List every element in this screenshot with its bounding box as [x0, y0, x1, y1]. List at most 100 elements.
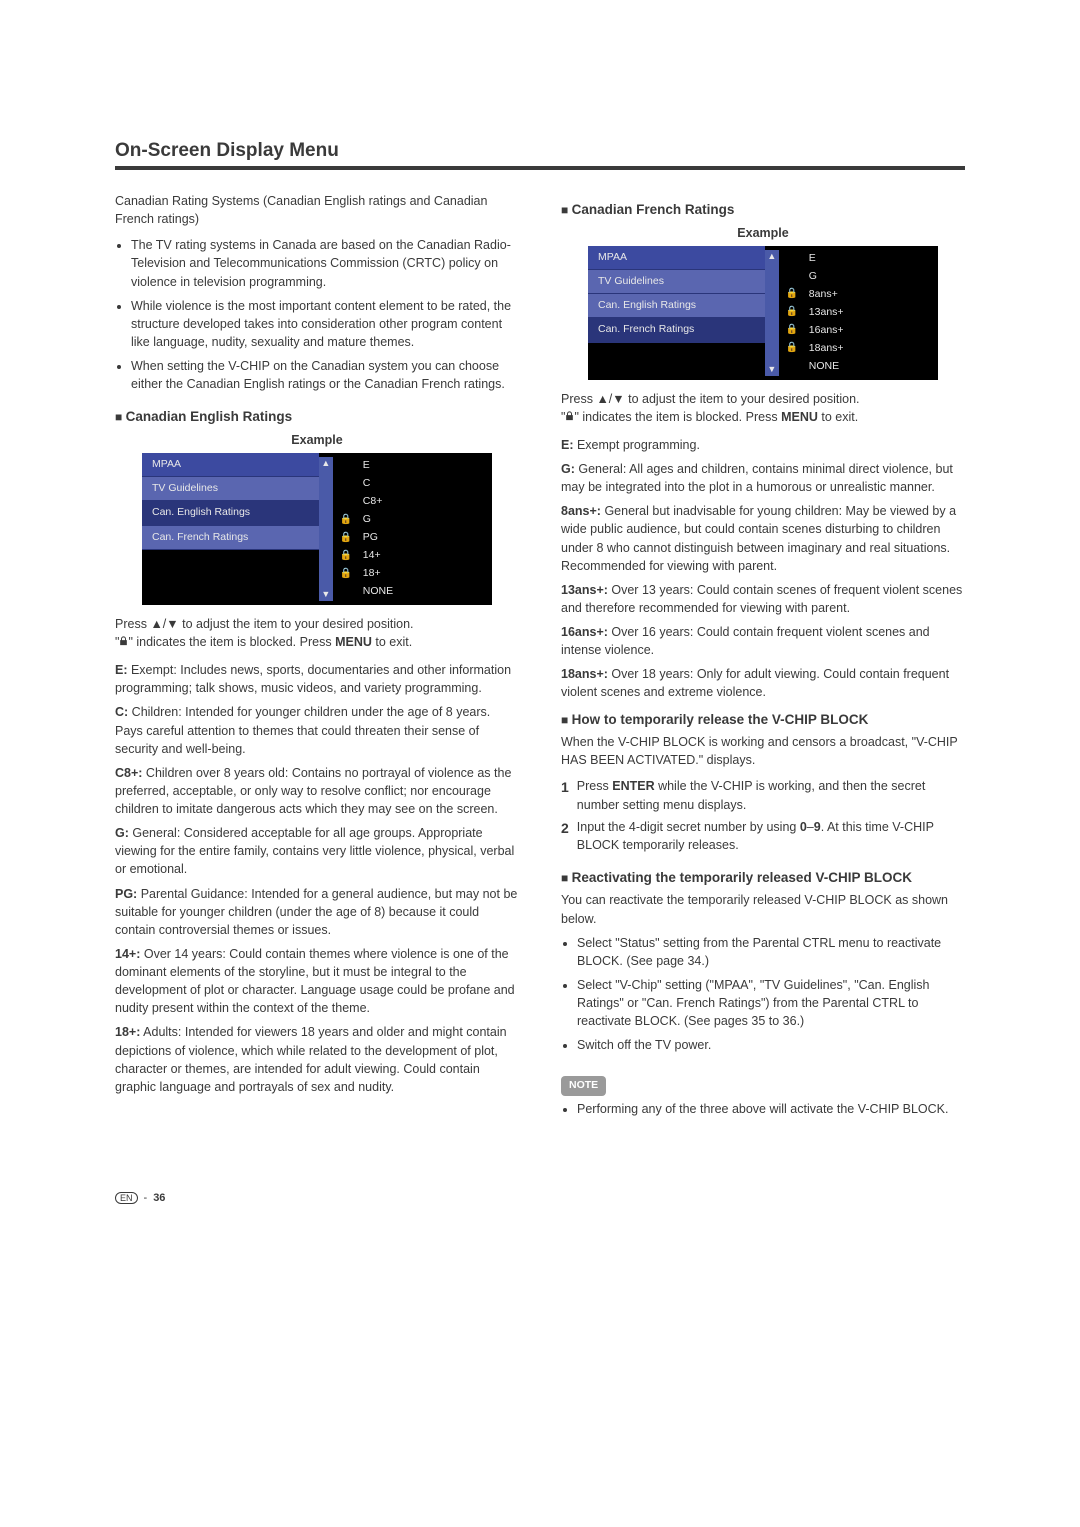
- rating-row[interactable]: NONE: [783, 358, 928, 376]
- react-bullet: Select "Status" setting from the Parenta…: [577, 934, 965, 970]
- rating-key: E:: [115, 663, 128, 677]
- arrow-down-icon[interactable]: ▼: [321, 590, 330, 599]
- rating-key: PG:: [115, 887, 137, 901]
- rating-row[interactable]: 🔒 16ans+: [783, 322, 928, 340]
- rating-desc: General but inadvisable for young childr…: [561, 504, 956, 572]
- t: –: [807, 820, 814, 834]
- tab-tv-guidelines[interactable]: TV Guidelines: [142, 477, 319, 501]
- intro-bullet: While violence is the most important con…: [131, 297, 519, 351]
- section-heading-text: Canadian French Ratings: [572, 202, 735, 217]
- tab-tv-guidelines[interactable]: TV Guidelines: [588, 270, 765, 294]
- rating-label: 8ans+: [803, 287, 928, 302]
- rating-label: G: [357, 512, 482, 527]
- rating-row[interactable]: G: [783, 268, 928, 286]
- lock-icon: 🔒: [339, 531, 353, 546]
- react-heading: ■ Reactivating the temporarily released …: [561, 868, 965, 888]
- howto-intro: When the V-CHIP BLOCK is working and cen…: [561, 733, 965, 769]
- rating-desc: Exempt programming.: [574, 438, 700, 452]
- rating-row[interactable]: 🔒G: [337, 511, 482, 529]
- arrow-up-icon[interactable]: ▲: [321, 459, 330, 468]
- rating-row[interactable]: 🔒8ans+: [783, 286, 928, 304]
- instr-text: to exit.: [372, 635, 412, 649]
- columns: Canadian Rating Systems (Canadian Englis…: [115, 192, 965, 1132]
- rating-label: 16ans+: [803, 323, 928, 338]
- arrow-up-icon[interactable]: ▲: [767, 252, 776, 261]
- screenshot-tabs: MPAA TV Guidelines Can. English Ratings …: [142, 453, 319, 605]
- step-number: 1: [561, 777, 569, 813]
- rating-label: PG: [357, 530, 482, 545]
- instr-text: Press: [561, 392, 596, 406]
- screenshot-right-inner: ▲ ▼ E G 🔒8ans+ 🔒13ans+ 🔒16ans+ 🔒18ans+ N…: [765, 250, 928, 376]
- en-badge: EN: [115, 1192, 138, 1204]
- tab-mpaa[interactable]: MPAA: [588, 246, 765, 270]
- title-wrap: On-Screen Display Menu: [115, 140, 965, 170]
- tab-can-french[interactable]: Can. French Ratings: [588, 318, 765, 342]
- rating-label: NONE: [803, 359, 928, 374]
- rating-def: PG: Parental Guidance: Intended for a ge…: [115, 885, 519, 939]
- note-badge: NOTE: [561, 1076, 606, 1095]
- rating-desc: Over 18 years: Only for adult viewing. C…: [561, 667, 949, 699]
- rating-row[interactable]: C: [337, 475, 482, 493]
- rating-label: G: [803, 269, 928, 284]
- footer-dash: -: [144, 1192, 148, 1204]
- rating-label: E: [357, 458, 482, 473]
- rating-row[interactable]: 🔒18+: [337, 565, 482, 583]
- page: On-Screen Display Menu Canadian Rating S…: [0, 0, 1080, 1264]
- tab-can-french[interactable]: Can. French Ratings: [142, 526, 319, 550]
- square-icon: ■: [561, 871, 572, 885]
- rating-row[interactable]: E: [783, 250, 928, 268]
- rating-row[interactable]: C8+: [337, 493, 482, 511]
- page-title: On-Screen Display Menu: [115, 140, 965, 162]
- step-2: 2 Input the 4-digit secret number by usi…: [561, 818, 965, 854]
- lock-icon: 🔒: [785, 323, 799, 338]
- step-1: 1 Press ENTER while the V-CHIP is workin…: [561, 777, 965, 813]
- react-intro: You can reactivate the temporarily relea…: [561, 891, 965, 927]
- rating-def: E: Exempt programming.: [561, 436, 965, 454]
- arrow-down-icon[interactable]: ▼: [767, 365, 776, 374]
- rating-row[interactable]: 🔒14+: [337, 547, 482, 565]
- screenshot-right: ▲ ▼ E G 🔒8ans+ 🔒13ans+ 🔒16ans+ 🔒18ans+ N…: [765, 246, 928, 380]
- scrollbar[interactable]: ▲ ▼: [765, 250, 779, 376]
- intro-text: Canadian Rating Systems (Canadian Englis…: [115, 192, 519, 228]
- rating-label: NONE: [357, 584, 482, 599]
- ratings-list: E C C8+ 🔒G 🔒PG 🔒14+ 🔒18+ NONE: [333, 457, 482, 601]
- lock-icon: 🔒: [785, 341, 799, 356]
- square-icon: ■: [115, 410, 126, 424]
- menu-word: MENU: [781, 410, 818, 424]
- rating-key: 18+:: [115, 1025, 140, 1039]
- rating-def: C: Children: Intended for younger childr…: [115, 703, 519, 757]
- rating-key: 14+:: [115, 947, 140, 961]
- tab-mpaa[interactable]: MPAA: [142, 453, 319, 477]
- t: Press: [577, 779, 612, 793]
- screenshot-right: ▲ ▼ E C C8+ 🔒G 🔒PG 🔒14+ 🔒18+ NONE: [319, 453, 482, 605]
- instr-text: to adjust the item to your desired posit…: [625, 392, 860, 406]
- rating-row[interactable]: 🔒13ans+: [783, 304, 928, 322]
- rating-row[interactable]: NONE: [337, 583, 482, 601]
- tab-can-english[interactable]: Can. English Ratings: [142, 501, 319, 525]
- rating-row[interactable]: E: [337, 457, 482, 475]
- rating-def: 16ans+: Over 16 years: Could contain fre…: [561, 623, 965, 659]
- instr-text: to adjust the item to your desired posit…: [179, 617, 414, 631]
- square-icon: ■: [561, 203, 572, 217]
- react-bullet: Select "V-Chip" setting ("MPAA", "TV Gui…: [577, 976, 965, 1030]
- rating-desc: Children over 8 years old: Contains no p…: [115, 766, 511, 816]
- rating-label: C8+: [357, 494, 482, 509]
- instr-text: Press: [115, 617, 150, 631]
- tab-can-english[interactable]: Can. English Ratings: [588, 294, 765, 318]
- english-ratings-screenshot: MPAA TV Guidelines Can. English Ratings …: [142, 453, 492, 605]
- scrollbar[interactable]: ▲ ▼: [319, 457, 333, 601]
- rating-label: E: [803, 251, 928, 266]
- rating-row[interactable]: 🔒 PG: [337, 529, 482, 547]
- lock-icon: 🔒: [339, 567, 353, 582]
- section-heading-text: Canadian English Ratings: [126, 409, 293, 424]
- rating-def: 8ans+: General but inadvisable for young…: [561, 502, 965, 575]
- rating-def: 18ans+: Over 18 years: Only for adult vi…: [561, 665, 965, 701]
- rating-row[interactable]: 🔒18ans+: [783, 340, 928, 358]
- ratings-list: E G 🔒8ans+ 🔒13ans+ 🔒16ans+ 🔒18ans+ NONE: [779, 250, 928, 376]
- rating-key: G:: [115, 826, 129, 840]
- howto-heading: ■ How to temporarily release the V-CHIP …: [561, 710, 965, 730]
- enter-word: ENTER: [612, 779, 654, 793]
- example-label: Example: [561, 224, 965, 242]
- rating-desc: Adults: Intended for viewers 18 years an…: [115, 1025, 507, 1093]
- lock-icon: 🔒: [339, 513, 353, 528]
